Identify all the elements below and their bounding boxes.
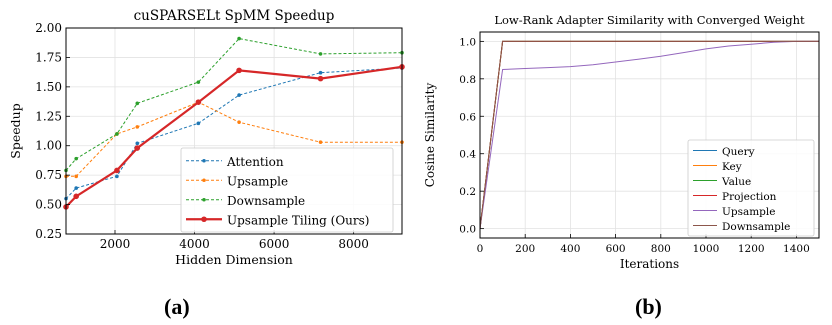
x-tick-label: 200 <box>515 243 535 255</box>
y-tick-label: 1.25 <box>35 109 62 123</box>
data-point <box>318 52 323 56</box>
chart-title: Low-Rank Adapter Similarity with Converg… <box>494 13 805 27</box>
legend-label: Downsample <box>227 194 305 208</box>
y-tick-label: 1.75 <box>35 50 62 64</box>
y-tick-label: 2.00 <box>35 21 62 35</box>
y-tick-label: 1.50 <box>35 80 62 94</box>
data-point <box>74 174 78 179</box>
data-point <box>135 125 140 129</box>
y-axis-label: Cosine Similarity <box>423 83 437 188</box>
x-tick-label: 0 <box>477 243 484 255</box>
chart-title: cuSPARSELt SpMM Speedup <box>134 8 335 24</box>
series-line <box>66 101 402 177</box>
x-tick-label: 6000 <box>259 237 290 251</box>
y-tick-label: 0.2 <box>459 186 476 198</box>
series-line <box>65 67 403 200</box>
legend-marker <box>201 216 207 223</box>
data-point <box>318 70 323 75</box>
data-point <box>74 186 78 190</box>
y-tick-label: 0.75 <box>35 168 62 182</box>
legend-label: Downsample <box>722 221 790 233</box>
y-tick-label: 0.50 <box>35 198 62 212</box>
data-point <box>115 174 119 179</box>
caption-b: (b) <box>635 294 662 319</box>
data-point <box>237 36 241 41</box>
legend-marker <box>202 197 206 202</box>
legend-marker <box>202 158 206 163</box>
legend-label: Upsample <box>722 206 775 218</box>
x-tick-label: 8000 <box>338 237 369 251</box>
x-axis-label: Iterations <box>620 257 679 271</box>
speedup-chart: 2000 4000 6000 8000 0.25 0.50 0.75 1.00 1.25 1.50… <box>8 8 405 267</box>
y-tick-label: 1.00 <box>35 139 62 153</box>
y-tick-label: 0.0 <box>459 224 476 236</box>
data-point <box>74 156 78 161</box>
plot-frame <box>65 27 403 235</box>
y-tick-label: 0.6 <box>459 111 476 123</box>
legend-label: Upsample <box>227 174 288 188</box>
x-tick-label: 1400 <box>783 243 810 255</box>
x-tick-label: 800 <box>651 243 671 255</box>
legend-label: Attention <box>226 155 284 169</box>
x-tick-label: 600 <box>606 243 626 255</box>
y-tick-label: 0.8 <box>459 74 476 86</box>
series-line <box>65 38 403 171</box>
plot-frame <box>479 31 820 239</box>
data-point <box>236 67 242 74</box>
x-tick-label: 1200 <box>738 243 765 255</box>
series-line <box>479 40 819 229</box>
y-tick-label: 0.25 <box>35 227 62 241</box>
legend-box <box>687 139 815 237</box>
similarity-chart: 0 200 400 600 800 1000 1200 1400 0.0 0.2 0.4 0.6 0.8… <box>423 13 820 271</box>
legend-label: Value <box>721 176 751 188</box>
x-axis-label: Hidden Dimension <box>175 252 293 267</box>
data-point <box>318 140 323 144</box>
legend-marker <box>202 178 206 183</box>
y-tick-label: 1.0 <box>459 36 476 48</box>
data-point <box>134 145 141 151</box>
data-point <box>237 93 241 97</box>
data-point <box>195 99 202 105</box>
data-point <box>135 141 140 146</box>
y-tick-label: 0.4 <box>459 149 476 161</box>
data-point <box>135 101 140 106</box>
data-point <box>114 167 120 174</box>
series-line <box>479 40 819 229</box>
x-tick-label: 4000 <box>179 237 210 251</box>
legend-label: Query <box>722 146 755 158</box>
legend-box <box>180 147 394 233</box>
data-point <box>237 120 241 124</box>
data-point <box>196 80 201 84</box>
legend-label: Key <box>722 161 742 173</box>
data-point <box>73 193 79 200</box>
series-line <box>65 65 403 208</box>
x-tick-label: 2000 <box>100 237 131 251</box>
caption-a: (a) <box>164 294 190 319</box>
data-point <box>196 121 201 126</box>
legend-label: Upsample Tiling (Ours) <box>227 213 370 227</box>
x-tick-label: 400 <box>560 243 580 255</box>
data-point <box>317 75 324 82</box>
data-point <box>115 132 119 136</box>
legend-label: Projection <box>722 191 777 203</box>
x-tick-label: 1000 <box>693 243 720 255</box>
y-axis-label: Speedup <box>8 103 23 158</box>
